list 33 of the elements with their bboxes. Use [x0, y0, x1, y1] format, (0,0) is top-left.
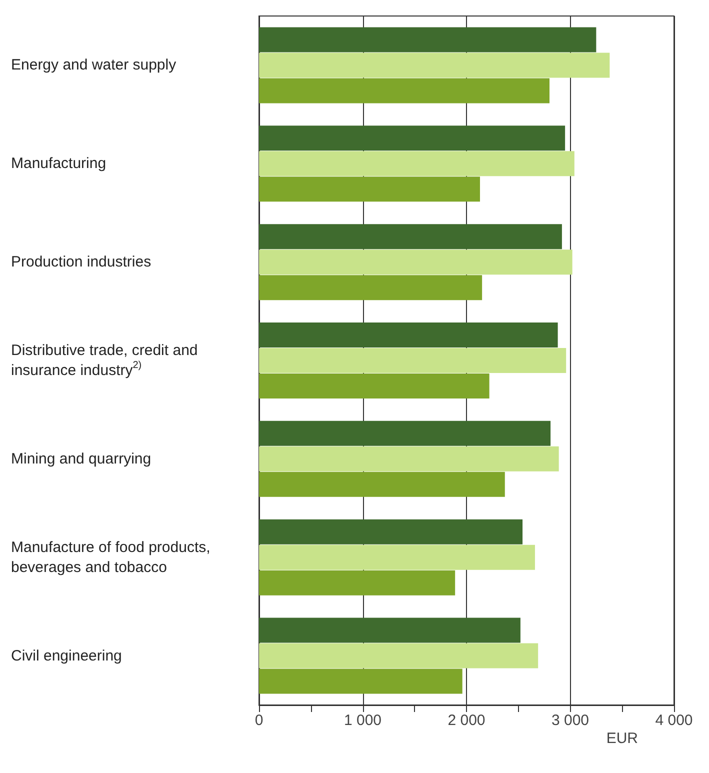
bar	[259, 224, 562, 250]
bar	[259, 544, 535, 570]
x-tick-label: 0	[254, 712, 264, 729]
y-tick-label: Energy and water supply	[11, 56, 177, 74]
bar	[259, 275, 482, 300]
bar	[259, 176, 480, 202]
bar	[259, 446, 559, 472]
x-tick-label: 2 000	[448, 712, 486, 729]
bar	[259, 570, 456, 596]
bar	[259, 78, 550, 104]
bar	[259, 52, 610, 78]
bar	[259, 322, 558, 348]
bar	[259, 668, 462, 694]
y-tick-label: Manufacture of food products, beverages and tobacco	[11, 538, 214, 576]
bar	[259, 374, 490, 398]
bar	[259, 27, 596, 52]
y-tick-label: Civil engineering	[11, 647, 122, 664]
y-tick-label: Production industries	[11, 254, 152, 271]
x-axis-title: EUR	[606, 730, 638, 747]
bar	[259, 519, 523, 544]
bar	[259, 618, 520, 643]
bar	[259, 126, 566, 151]
bar	[259, 472, 505, 497]
bar	[259, 151, 574, 176]
y-tick-label: Mining and quarrying	[11, 450, 152, 468]
bar	[259, 643, 538, 668]
bar	[259, 348, 566, 373]
bar	[259, 420, 551, 446]
x-tick-label: 3 000	[551, 712, 590, 729]
x-tick-label: 1 000	[344, 712, 382, 729]
x-tick-label: 4 000	[655, 712, 693, 729]
y-tick-label: Manufacturing	[11, 155, 106, 172]
bar	[259, 250, 572, 275]
